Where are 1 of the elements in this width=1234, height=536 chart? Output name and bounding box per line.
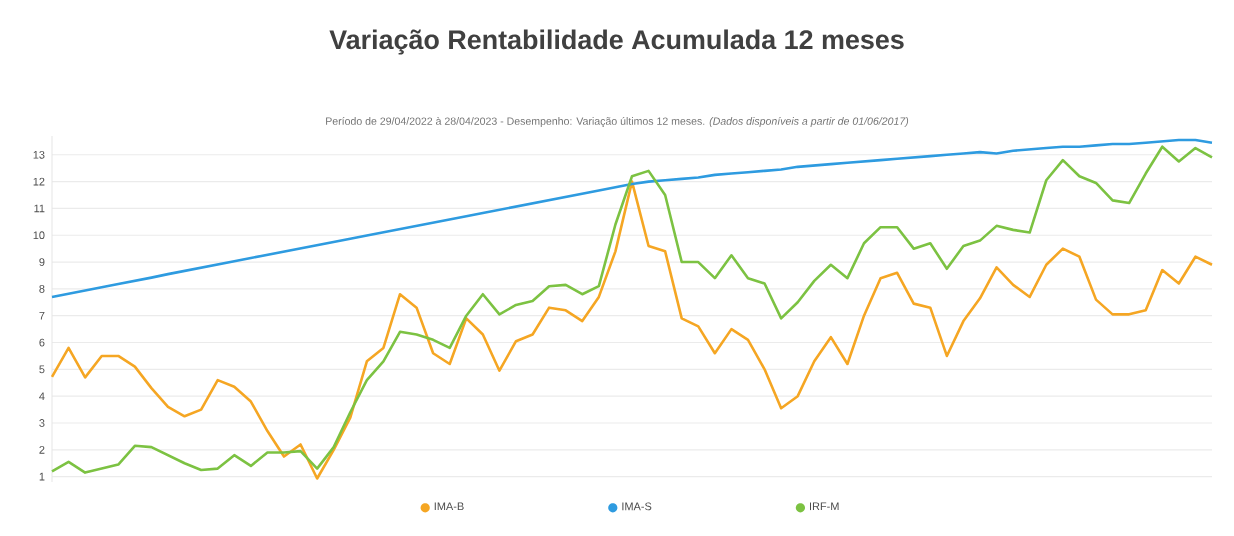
chart-title: Variação Rentabilidade Acumulada 12 meses (329, 29, 904, 55)
